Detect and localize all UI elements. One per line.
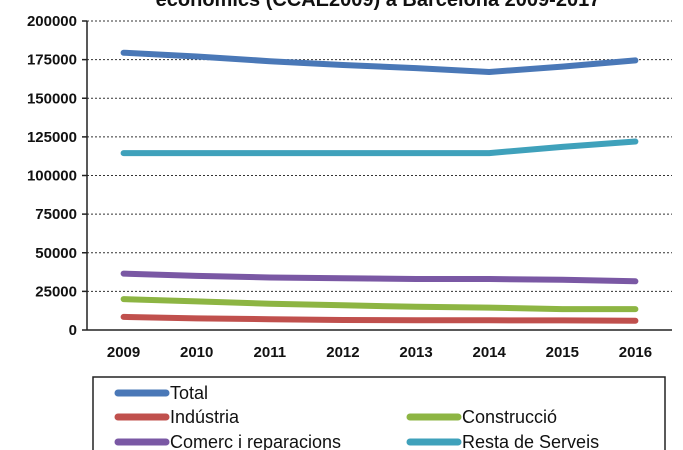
legend-label: Total (170, 383, 208, 403)
y-tick-label: 0 (69, 322, 77, 339)
x-tick-label: 2011 (254, 344, 287, 361)
y-tick-label: 25000 (35, 283, 77, 300)
y-tick-label: 75000 (35, 206, 77, 223)
series-line (120, 296, 639, 313)
x-tick-label: 2010 (180, 344, 213, 361)
legend-label: Resta de Serveis (462, 432, 599, 450)
series-line (120, 49, 639, 75)
x-tick-label: 2009 (107, 344, 140, 361)
y-tick-labels: 0 25000 50000 75000 100000 125000 150000 175000… (27, 13, 87, 339)
y-tick-label: 175000 (27, 52, 77, 69)
chart-title: econòmics (CCAE2009) a Barcelona 2009-20… (156, 0, 601, 11)
y-tick-label: 50000 (35, 245, 77, 262)
x-tick-labels: 2009 2010 2011 2012 2013 2014 2015 2016 (107, 344, 652, 361)
legend-box (92, 376, 666, 450)
x-tick-label: 2016 (619, 344, 652, 361)
y-tick-label: 150000 (27, 90, 77, 107)
series-line (120, 270, 639, 285)
gridlines (87, 20, 672, 292)
x-tick-label: 2013 (399, 344, 432, 361)
legend-label: Construcció (462, 407, 557, 427)
x-tick-label: 2015 (546, 344, 579, 361)
y-tick-label: 100000 (27, 168, 77, 185)
series-line (120, 138, 639, 157)
x-tick-label: 2012 (326, 344, 359, 361)
y-tick-label: 125000 (27, 129, 77, 146)
series-line (120, 313, 639, 324)
y-tick-label: 200000 (27, 13, 77, 30)
legend: Total Indústria Construcció Comerc i repara… (92, 376, 666, 450)
legend-label: Comerc i reparacions (170, 432, 341, 450)
series-lines (120, 49, 639, 324)
legend-label: Indústria (170, 407, 240, 427)
x-tick-label: 2014 (473, 344, 507, 361)
